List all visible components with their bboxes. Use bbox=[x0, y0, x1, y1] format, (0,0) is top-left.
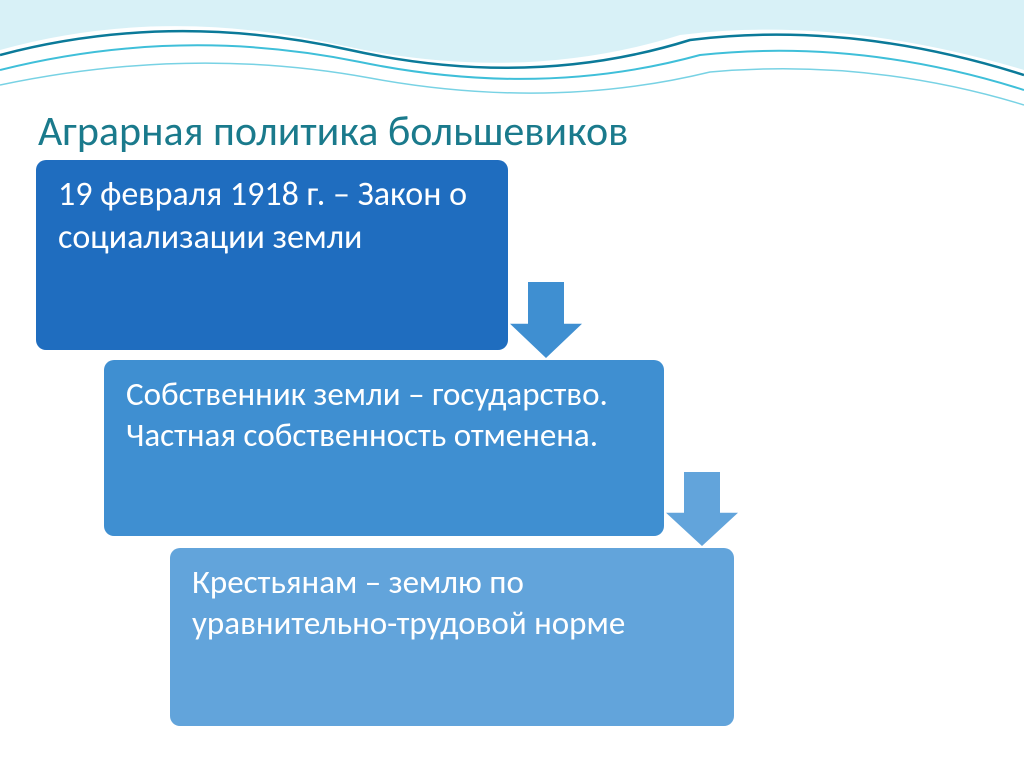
wave-stroke-3 bbox=[0, 63, 1024, 105]
wave-stroke-2 bbox=[0, 45, 1024, 90]
arrow-down-2 bbox=[666, 472, 738, 546]
wave-fill bbox=[0, 0, 1024, 70]
slide-title: Аграрная политика большевиков bbox=[38, 106, 628, 157]
process-box-1: 19 февраля 1918 г. – Закон о социализаци… bbox=[36, 160, 508, 350]
wave-stroke-1 bbox=[0, 31, 1024, 75]
arrow-down-1 bbox=[510, 282, 582, 358]
process-box-2: Собственник земли – государство. Частная… bbox=[104, 360, 664, 536]
process-box-3: Крестьянам – землю по уравнительно-трудо… bbox=[170, 548, 734, 726]
